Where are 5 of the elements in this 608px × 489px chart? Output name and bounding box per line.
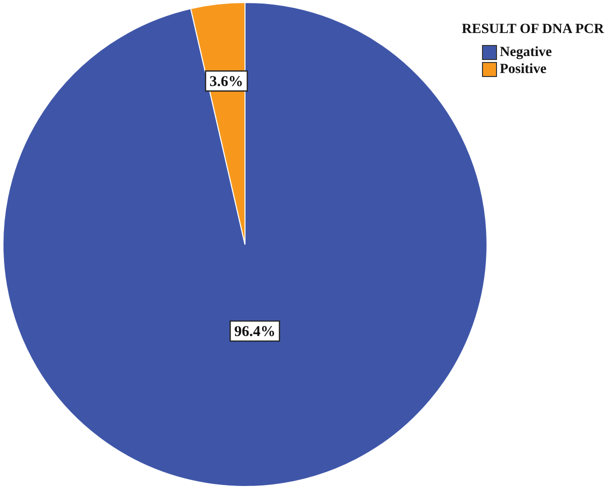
data-label: 96.4% <box>234 324 276 340</box>
legend-title: RESULT OF DNA PCR <box>462 22 604 38</box>
legend-label: Positive <box>500 62 546 78</box>
slice-label: Negative <box>500 44 552 60</box>
data-label: 3.6% <box>210 74 244 90</box>
